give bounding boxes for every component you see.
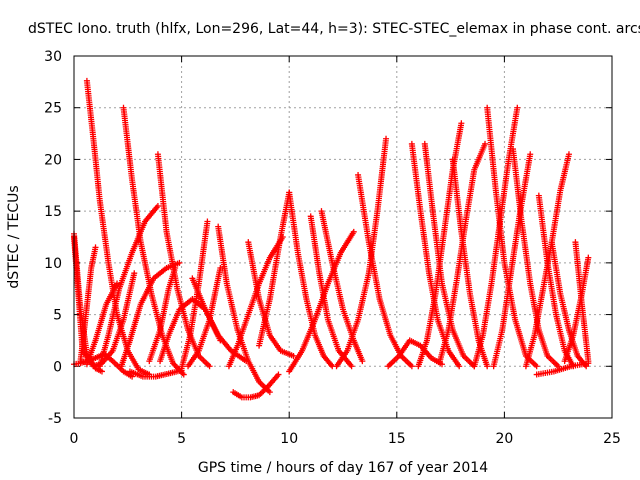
series-arc bbox=[185, 265, 224, 370]
data-point-marker bbox=[585, 360, 592, 367]
series-arc bbox=[421, 140, 478, 370]
series-arc bbox=[522, 151, 572, 370]
y-tick-label: 25 bbox=[44, 101, 62, 117]
data-point-marker bbox=[458, 120, 465, 127]
series-arc bbox=[355, 171, 415, 370]
series-arc bbox=[77, 244, 99, 365]
series-arc bbox=[225, 234, 286, 370]
data-point-marker bbox=[585, 254, 592, 261]
data-point-marker bbox=[290, 352, 297, 359]
data-point-marker bbox=[206, 363, 213, 370]
chart-title: dSTEC Iono. truth (hlfx, Lon=296, Lat=44… bbox=[28, 21, 640, 37]
data-point-marker bbox=[275, 371, 282, 378]
series-arc bbox=[307, 213, 355, 370]
y-tick-label: 10 bbox=[44, 256, 62, 272]
data-point-marker bbox=[383, 135, 390, 142]
series-arc bbox=[96, 202, 161, 370]
data-point-marker bbox=[258, 389, 265, 396]
data-point-marker bbox=[92, 244, 99, 251]
series-arc bbox=[83, 77, 153, 378]
series-arc bbox=[256, 189, 293, 349]
data-point-marker bbox=[565, 151, 572, 158]
data-point-marker bbox=[204, 218, 211, 225]
data-series bbox=[71, 77, 592, 401]
series-arc bbox=[245, 239, 297, 359]
data-point-marker bbox=[359, 358, 366, 365]
series-arc bbox=[146, 265, 179, 365]
data-point-marker bbox=[348, 363, 355, 370]
y-axis-label: dSTEC / TECUs bbox=[6, 185, 22, 288]
series-arc bbox=[230, 371, 282, 401]
data-point-marker bbox=[482, 140, 489, 147]
data-point-marker bbox=[154, 202, 161, 209]
series-arc bbox=[120, 104, 187, 378]
x-tick-label: 15 bbox=[388, 431, 406, 447]
y-tick-label: 15 bbox=[44, 204, 62, 220]
data-point-marker bbox=[172, 265, 179, 272]
data-point-marker bbox=[217, 265, 224, 272]
y-tick-label: -5 bbox=[48, 411, 62, 427]
data-point-marker bbox=[527, 151, 534, 158]
series-arc bbox=[118, 259, 183, 370]
y-tick-label: 5 bbox=[53, 308, 62, 324]
data-point-marker bbox=[438, 361, 445, 368]
data-point-marker bbox=[131, 270, 138, 277]
series-arc bbox=[436, 140, 489, 365]
data-point-marker bbox=[533, 363, 540, 370]
data-point-marker bbox=[98, 368, 105, 375]
data-point-marker bbox=[456, 363, 463, 370]
axis-ticks: 0 5 10 15 20 25 -5 0 5 10 15 20 25 30 bbox=[44, 49, 621, 447]
series-arc bbox=[333, 135, 390, 370]
series-arc bbox=[71, 230, 105, 375]
series-arc bbox=[533, 360, 592, 378]
x-tick-label: 5 bbox=[177, 431, 186, 447]
series-arc bbox=[471, 104, 521, 370]
data-point-marker bbox=[514, 104, 521, 111]
y-tick-label: 30 bbox=[44, 49, 62, 65]
data-point-marker bbox=[350, 228, 357, 235]
y-tick-label: 0 bbox=[53, 359, 62, 375]
data-point-marker bbox=[114, 280, 121, 287]
series-arc bbox=[535, 192, 577, 370]
series-arc bbox=[83, 280, 121, 368]
data-point-marker bbox=[408, 363, 415, 370]
data-point-marker bbox=[484, 363, 491, 370]
data-point-marker bbox=[266, 389, 273, 396]
data-point-marker bbox=[176, 259, 183, 266]
data-point-marker bbox=[180, 371, 187, 378]
x-tick-label: 25 bbox=[603, 431, 621, 447]
x-tick-label: 0 bbox=[70, 431, 79, 447]
x-axis-label: GPS time / hours of day 167 of year 2014 bbox=[198, 460, 488, 476]
series-arc bbox=[490, 151, 534, 370]
plot-frame bbox=[73, 55, 613, 419]
series-arc bbox=[215, 223, 273, 396]
series-arc bbox=[178, 218, 211, 372]
y-tick-label: 20 bbox=[44, 152, 62, 168]
x-tick-label: 10 bbox=[280, 431, 298, 447]
series-arc bbox=[561, 254, 592, 365]
x-tick-label: 20 bbox=[495, 431, 513, 447]
